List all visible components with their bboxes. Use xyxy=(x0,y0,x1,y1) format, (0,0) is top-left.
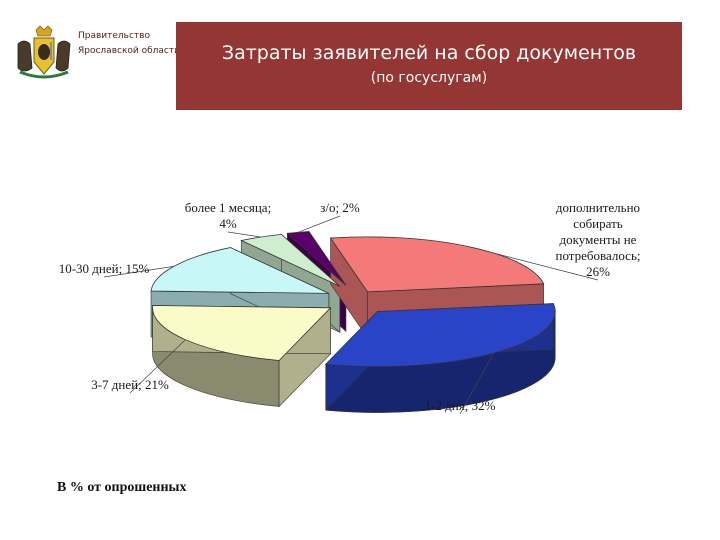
pie-leader-lines xyxy=(103,215,599,415)
leader-line-1 xyxy=(459,353,494,415)
pie-labels: дополнительно собирать документы не потребо… xyxy=(59,200,641,413)
leader-line-2 xyxy=(129,339,186,394)
slice-label-line-2-0: 3-7 дней; 21% xyxy=(91,377,169,392)
slice-label-line-4-1: 4% xyxy=(219,216,237,231)
slice-label-1: 1-2 дня; 32% xyxy=(425,398,496,413)
org-line-2: Ярославской области xyxy=(78,46,178,56)
slice-label-2: 3-7 дней; 21% xyxy=(91,377,169,392)
pie-tops xyxy=(150,231,556,367)
slice-label-line-5-0: з/о; 2% xyxy=(320,200,360,215)
slice-label-line-3-0: 10-30 дней; 15% xyxy=(59,261,150,276)
slice-label-line-0-0: дополнительно xyxy=(556,200,640,215)
slice-label-line-0-1: собирать xyxy=(573,216,622,231)
footnote: В % от опрошенных xyxy=(57,480,187,495)
slice-label-line-0-2: документы не xyxy=(560,232,637,247)
slice-label-line-1-0: 1-2 дня; 32% xyxy=(425,398,496,413)
org-line-1: Правительство xyxy=(78,31,150,41)
slice-label-0: дополнительно собирать документы не потребо… xyxy=(556,200,641,279)
slice-label-line-0-3: потребовалось; xyxy=(556,248,641,263)
pie-slice-5 xyxy=(286,231,347,286)
slice-label-line-0-4: 26% xyxy=(586,264,610,279)
page-subtitle: (по госуслугам) xyxy=(370,70,488,86)
leader-line-0 xyxy=(469,246,599,281)
slice-label-4: более 1 месяца; 4% xyxy=(185,200,271,231)
pie-slice-4 xyxy=(240,233,341,287)
slice-label-line-4-0: более 1 месяца; xyxy=(185,200,271,215)
organization-name: Правительство Ярославской области xyxy=(78,29,178,59)
leader-line-3 xyxy=(103,266,174,278)
coat-of-arms-icon xyxy=(17,25,71,79)
page-title: Затраты заявителей на сбор документов xyxy=(221,42,637,64)
title-banner: Затраты заявителей на сбор документов (п… xyxy=(176,22,682,110)
slice-label-5: з/о; 2% xyxy=(320,200,360,215)
leader-line-4 xyxy=(227,231,261,238)
leader-line-5 xyxy=(297,215,341,233)
slice-label-3: 10-30 дней; 15% xyxy=(59,261,150,276)
pie-slice-0 xyxy=(329,236,545,293)
